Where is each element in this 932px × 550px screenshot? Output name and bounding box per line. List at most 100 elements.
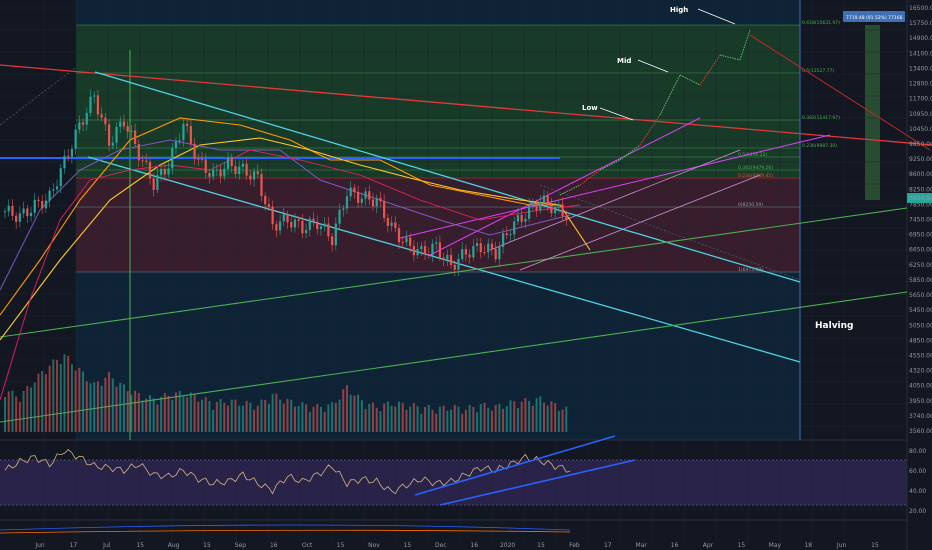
y-tick-label: 11700.00: [909, 96, 932, 103]
candle: [316, 221, 319, 230]
volume-bar: [171, 399, 174, 432]
candle: [252, 171, 256, 180]
magenta-channel: [489, 149, 741, 251]
volume-bar: [63, 354, 66, 432]
candle: [230, 157, 233, 167]
candle: [383, 201, 386, 218]
volume-bar: [550, 401, 553, 432]
volume-bar: [37, 373, 40, 432]
candle: [78, 122, 81, 130]
volume-bar: [145, 398, 148, 432]
volume-bar: [111, 378, 114, 432]
candle: [70, 148, 74, 157]
annotation-arrow: [637, 59, 669, 73]
volume-bar: [271, 394, 274, 432]
volume-bar: [282, 403, 285, 432]
volume-bar: [201, 399, 204, 432]
target-label: 7719.48 (91.52%) 77166: [846, 15, 903, 21]
target-trendline: [749, 34, 931, 151]
pink-moving-average: [0, 149, 581, 401]
volume-bar: [438, 406, 441, 432]
volume-bar: [82, 371, 85, 432]
volume-bar: [390, 405, 393, 432]
green-trendline: [0, 207, 908, 338]
volume-bar: [308, 411, 311, 432]
candle: [468, 254, 471, 258]
volume-bar: [219, 399, 222, 432]
candle: [145, 160, 148, 162]
x-tick-label: 17: [70, 542, 78, 549]
candle: [561, 204, 564, 217]
candle: [505, 233, 508, 236]
candle: [96, 95, 100, 115]
volume-bar: [215, 402, 218, 432]
candle: [119, 121, 122, 127]
target-label-box: [843, 11, 905, 22]
candle: [386, 217, 389, 226]
volume-bar: [364, 409, 367, 432]
candle: [44, 200, 47, 209]
candle: [15, 215, 18, 222]
candle: [238, 166, 241, 175]
candle: [107, 124, 111, 146]
volume-bar: [160, 396, 163, 432]
x-tick-label: 15: [404, 542, 412, 549]
candle: [74, 129, 77, 149]
candle: [286, 214, 289, 223]
volume-bar: [238, 405, 241, 432]
projection-arrow: [579, 169, 601, 186]
candle: [178, 140, 181, 142]
y-tick-label: 7450.00: [909, 217, 932, 224]
candle: [115, 126, 118, 143]
candle: [457, 258, 460, 270]
volume-bar: [193, 394, 196, 432]
volume-bar: [18, 401, 21, 432]
x-tick-label: 15: [738, 542, 746, 549]
volume-bar: [319, 406, 322, 432]
volume-bar: [502, 408, 505, 432]
x-tick-label: Dec: [435, 542, 447, 549]
candle: [554, 206, 557, 214]
volume-bar: [241, 405, 244, 432]
candle: [212, 169, 215, 177]
volume-bar: [33, 382, 36, 432]
volume-bar: [59, 363, 62, 432]
y-tick-label: 9850.00: [909, 141, 932, 148]
projection-arrow: [559, 184, 581, 196]
candle: [542, 195, 546, 202]
volume-bar: [267, 403, 270, 432]
candle: [290, 222, 293, 228]
volume-bar: [156, 404, 159, 432]
x-tick-label: Feb: [569, 542, 580, 549]
y-tick-label: 6950.00: [909, 232, 932, 239]
x-tick-label: 16: [270, 542, 278, 549]
candle: [215, 169, 218, 171]
candle: [234, 166, 237, 175]
candle: [357, 191, 360, 203]
volume-bar: [394, 406, 397, 432]
candle: [89, 96, 92, 113]
volume-bar: [427, 405, 430, 432]
candle: [171, 148, 174, 169]
volume-bar: [41, 371, 44, 432]
volume-bar: [108, 372, 111, 432]
y-tick-label: 13400.00: [909, 65, 932, 72]
volume-bar: [409, 406, 412, 432]
candle: [282, 214, 285, 222]
candle: [479, 243, 482, 253]
volume-bar: [96, 381, 99, 432]
candle: [345, 196, 349, 209]
volume-bar: [561, 409, 564, 432]
projection-arrow: [739, 29, 751, 61]
volume-bar: [513, 401, 516, 432]
volume-bar: [371, 402, 374, 432]
volume-bar: [74, 370, 77, 432]
candle: [319, 226, 323, 230]
volume-bar: [323, 411, 326, 432]
projection-arrow: [699, 54, 721, 86]
volume-bar: [401, 402, 404, 432]
candle: [59, 168, 62, 187]
target-zone: [865, 25, 880, 200]
y-tick-label: 10950.00: [909, 111, 932, 118]
